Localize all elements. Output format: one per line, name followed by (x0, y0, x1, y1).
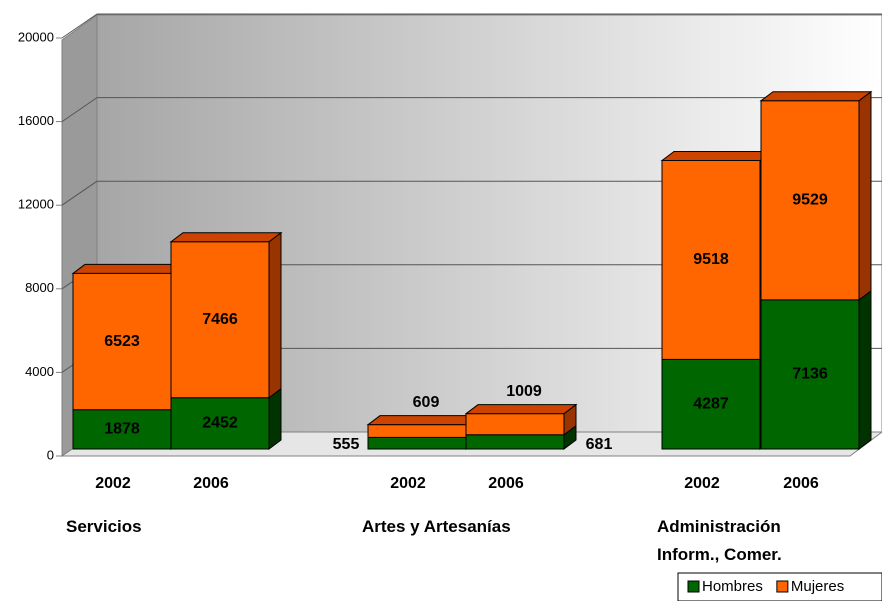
bar (465, 434, 565, 450)
bar-top (464, 404, 578, 415)
y-tick-label: 4000 (25, 364, 54, 379)
data-label: 7466 (202, 311, 238, 328)
bar (170, 397, 270, 450)
bar (760, 299, 860, 450)
y-tick-label: 8000 (25, 280, 54, 295)
x-tick-label: 2006 (193, 475, 229, 492)
x-tick-label: 2002 (684, 475, 720, 492)
y-tick-label: 0 (47, 447, 54, 462)
group-label: Servicios (66, 517, 142, 536)
bar-top (660, 150, 774, 161)
bar-top (366, 415, 480, 426)
data-label: 1878 (104, 421, 140, 438)
legend-swatch (776, 580, 789, 593)
bar (760, 100, 860, 301)
group-label: Artes y Artesanías (362, 517, 511, 536)
y-tick-label: 16000 (18, 113, 54, 128)
legend-label: Mujeres (791, 578, 844, 595)
bar-side (858, 90, 872, 301)
data-label: 7136 (792, 366, 828, 383)
bar-side (268, 387, 282, 450)
data-label: 681 (586, 436, 613, 453)
y-tick-label: 20000 (18, 29, 54, 44)
data-label: 4287 (693, 395, 729, 412)
grid-line (61, 180, 98, 206)
bar-top (71, 263, 185, 274)
data-label: 555 (333, 436, 360, 453)
group-label: Administración Inform., Comer. (657, 517, 782, 564)
x-tick-label: 2002 (390, 475, 426, 492)
grid-line (61, 13, 98, 39)
bar (170, 241, 270, 399)
bar (367, 424, 467, 438)
bar (661, 358, 761, 450)
bar-side (268, 231, 282, 399)
grid-line (61, 97, 98, 123)
legend-label: Hombres (702, 578, 763, 595)
x-tick-label: 2006 (783, 475, 819, 492)
data-label: 609 (413, 394, 440, 411)
y-tick-label: 12000 (18, 197, 54, 212)
data-label: 6523 (104, 333, 140, 350)
bar (661, 159, 761, 360)
data-label: 2452 (202, 415, 238, 432)
data-label: 9529 (792, 191, 828, 208)
x-tick-label: 2002 (95, 475, 131, 492)
legend-swatch (687, 580, 700, 593)
bar-top (169, 232, 283, 243)
data-label: 9518 (693, 251, 729, 268)
bar-top (759, 91, 873, 102)
x-tick-label: 2006 (488, 475, 524, 492)
bar (367, 436, 467, 450)
data-label: 1009 (506, 383, 542, 400)
bar (465, 413, 565, 436)
bar-side (858, 289, 872, 450)
